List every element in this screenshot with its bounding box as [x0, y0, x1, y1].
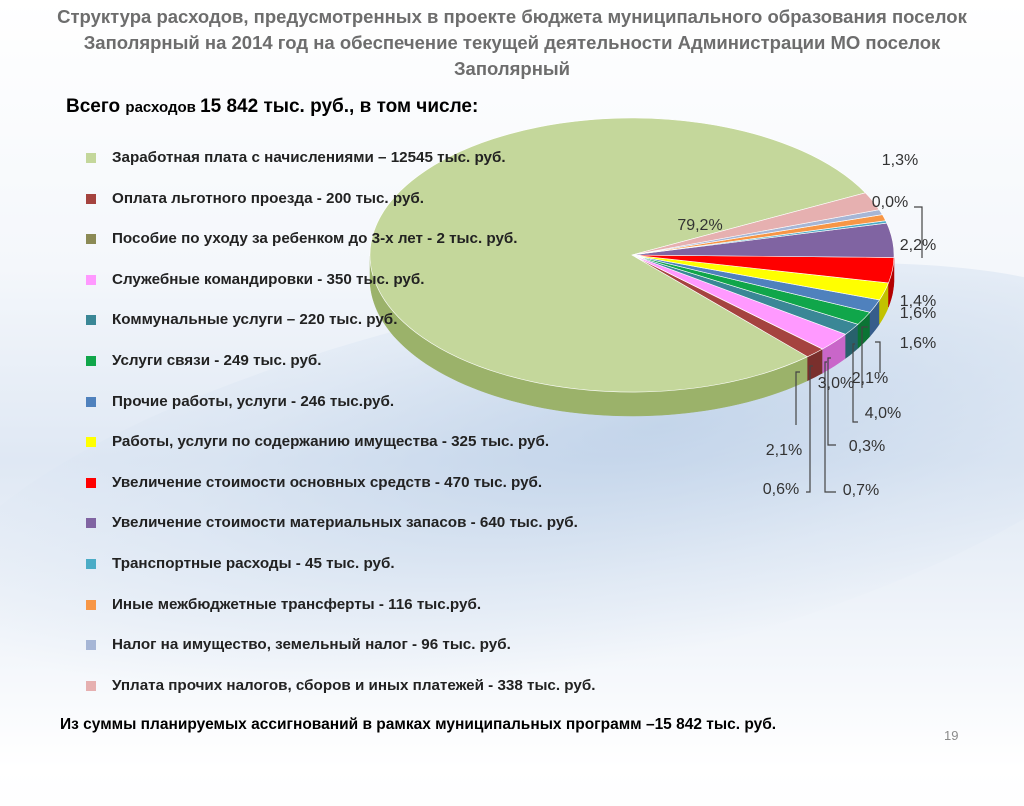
legend-swatch	[86, 234, 96, 244]
legend-label: Работы, услуги по содержанию имущества -…	[112, 433, 549, 450]
legend-item: Увеличение стоимости основных средств - …	[86, 473, 676, 514]
legend-item: Коммунальные услуги – 220 тыс. руб.	[86, 310, 676, 351]
percent-label: 4,0%	[865, 405, 901, 422]
percent-label: 1,3%	[882, 152, 918, 169]
percent-label: 79,2%	[677, 217, 722, 234]
legend-label: Иные межбюджетные трансферты - 116 тыс.р…	[112, 596, 481, 613]
legend-label: Служебные командировки - 350 тыс. руб.	[112, 271, 424, 288]
legend-label: Прочие работы, услуги - 246 тыс.руб.	[112, 393, 394, 410]
percent-label: 2,2%	[900, 237, 936, 254]
legend-item: Работы, услуги по содержанию имущества -…	[86, 432, 676, 473]
legend-swatch	[86, 640, 96, 650]
legend-swatch	[86, 559, 96, 569]
legend-swatch	[86, 315, 96, 325]
legend-label: Услуги связи - 249 тыс. руб.	[112, 352, 322, 369]
legend-label: Налог на имущество, земельный налог - 96…	[112, 636, 511, 653]
legend-label: Увеличение стоимости основных средств - …	[112, 474, 542, 491]
legend-swatch	[86, 356, 96, 366]
legend-item: Оплата льготного проезда - 200 тыс. руб.	[86, 189, 676, 230]
legend-label: Оплата льготного проезда - 200 тыс. руб.	[112, 190, 424, 207]
legend-label: Коммунальные услуги – 220 тыс. руб.	[112, 311, 397, 328]
leader-line	[806, 366, 813, 492]
legend-label: Пособие по уходу за ребенком до 3-х лет …	[112, 230, 518, 247]
legend-item: Заработная плата с начислениями – 12545 …	[86, 148, 676, 189]
legend-label: Увеличение стоимости материальных запасо…	[112, 514, 578, 531]
legend-swatch	[86, 518, 96, 528]
legend-item: Налог на имущество, земельный налог - 96…	[86, 635, 676, 676]
chart-legend: Заработная плата с начислениями – 12545 …	[86, 148, 676, 716]
leader-line	[828, 358, 836, 445]
legend-item: Транспортные расходы - 45 тыс. руб.	[86, 554, 676, 595]
page-number: 19	[944, 728, 958, 743]
percent-label: 0,7%	[843, 482, 879, 499]
legend-item: Служебные командировки - 350 тыс. руб.	[86, 270, 676, 311]
legend-swatch	[86, 681, 96, 691]
percent-label: 1,6%	[900, 305, 936, 322]
legend-item: Увеличение стоимости материальных запасо…	[86, 513, 676, 554]
legend-swatch	[86, 194, 96, 204]
legend-item: Услуги связи - 249 тыс. руб.	[86, 351, 676, 392]
percent-label: 2,1%	[852, 370, 888, 387]
legend-item: Уплата прочих налогов, сборов и иных пла…	[86, 676, 676, 717]
legend-swatch	[86, 437, 96, 447]
legend-label: Транспортные расходы - 45 тыс. руб.	[112, 555, 395, 572]
legend-item: Пособие по уходу за ребенком до 3-х лет …	[86, 229, 676, 270]
legend-swatch	[86, 600, 96, 610]
legend-item: Прочие работы, услуги - 246 тыс.руб.	[86, 392, 676, 433]
legend-item: Иные межбюджетные трансферты - 116 тыс.р…	[86, 595, 676, 636]
percent-label: 3,0%	[818, 375, 854, 392]
legend-swatch	[86, 153, 96, 163]
legend-label: Заработная плата с начислениями – 12545 …	[112, 149, 506, 166]
legend-swatch	[86, 397, 96, 407]
leader-line	[875, 342, 880, 373]
footer-note: Из суммы планируемых ассигнований в рамк…	[60, 716, 776, 734]
legend-label: Уплата прочих налогов, сборов и иных пла…	[112, 677, 595, 694]
percent-label: 1,6%	[900, 335, 936, 352]
legend-swatch	[86, 275, 96, 285]
percent-label: 0,3%	[849, 438, 885, 455]
percent-label: 0,0%	[872, 194, 908, 211]
percent-label: 2,1%	[766, 442, 802, 459]
percent-label: 0,6%	[763, 481, 799, 498]
legend-swatch	[86, 478, 96, 488]
